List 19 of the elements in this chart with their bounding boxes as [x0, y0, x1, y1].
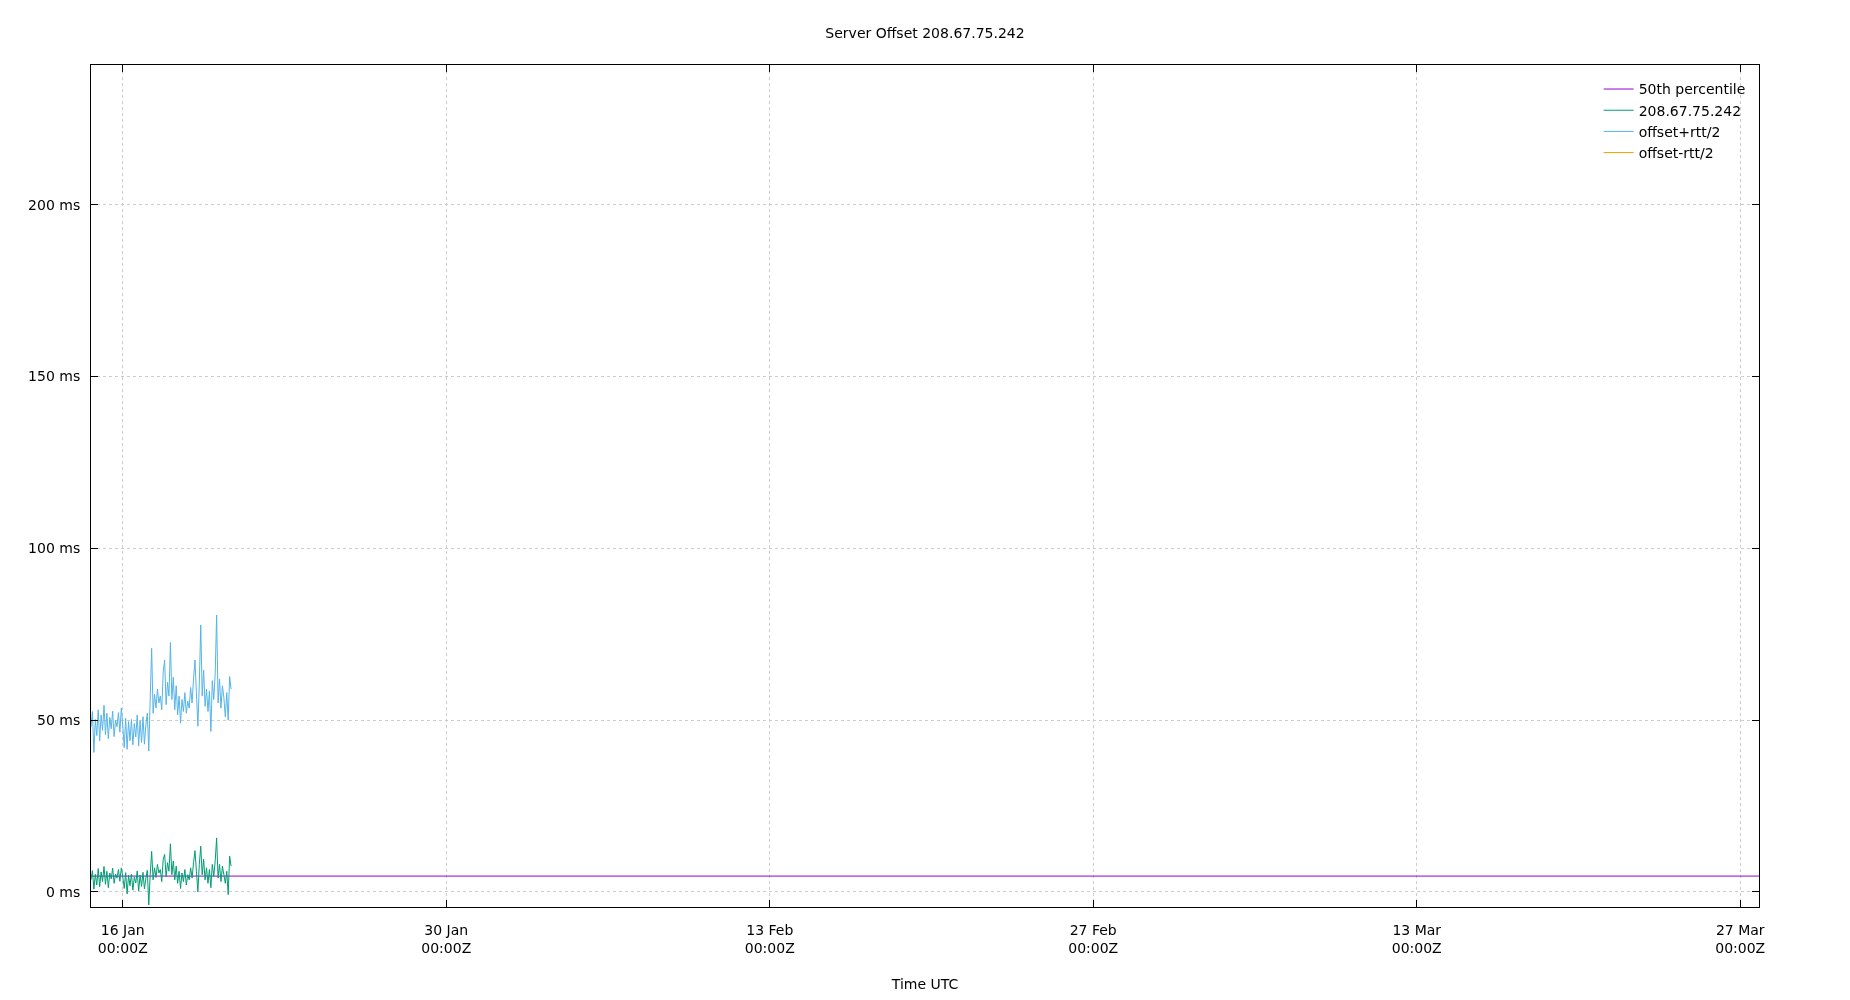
y-tick-label: 200 ms: [28, 196, 81, 213]
y-tick-label: 50 ms: [37, 712, 81, 729]
y-tick-label: 100 ms: [28, 540, 81, 557]
x-tick-label: 16 Jan 00:00Z: [97, 921, 148, 956]
x-axis-title: Time UTC: [890, 976, 959, 993]
x-tick-label: 13 Mar 00:00Z: [1391, 921, 1442, 956]
x-tick-label: 27 Mar 00:00Z: [1715, 921, 1766, 956]
chart-title: Server Offset 208.67.75.242: [825, 24, 1025, 41]
legend-label: offset-rtt/2: [1638, 145, 1714, 162]
y-tick-label: 0 ms: [45, 883, 81, 900]
legend-label: 208.67.75.242: [1638, 102, 1742, 119]
x-tick-label: 13 Feb 00:00Z: [744, 921, 795, 956]
legend-label: offset+rtt/2: [1638, 123, 1721, 140]
line-series: [91, 614, 232, 753]
legend-label: 50th percentile: [1638, 81, 1746, 98]
x-tick-label: 27 Feb 00:00Z: [1068, 921, 1119, 956]
x-tick-label: 30 Jan 00:00Z: [421, 921, 472, 956]
line-series: [91, 837, 232, 906]
y-tick-label: 150 ms: [28, 368, 81, 385]
